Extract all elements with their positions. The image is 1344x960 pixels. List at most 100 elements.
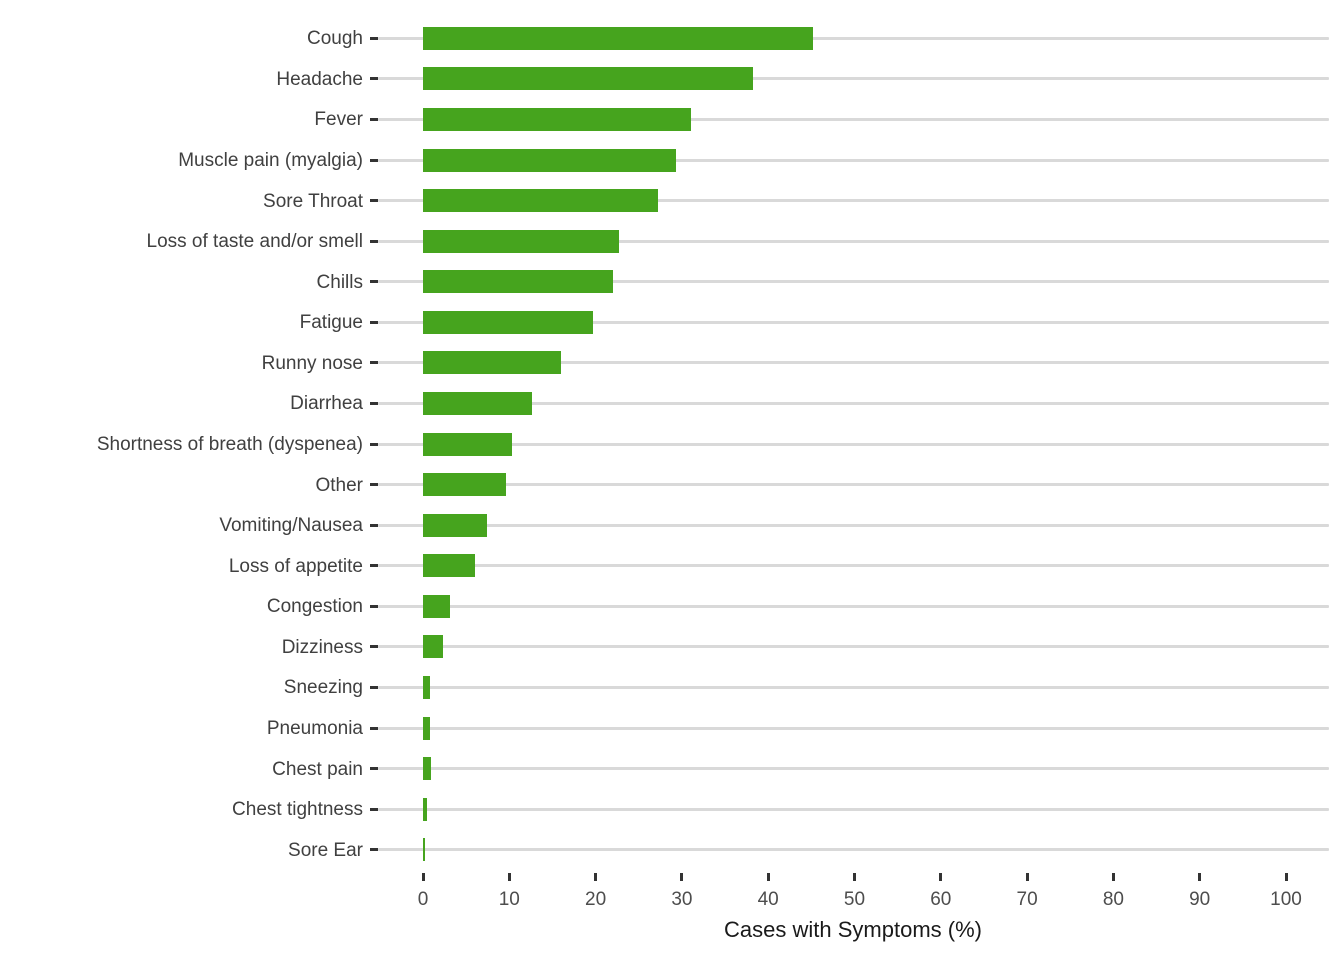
x-tick-label: 80 bbox=[1102, 889, 1124, 910]
gridline bbox=[378, 564, 1329, 568]
x-tick bbox=[507, 873, 511, 881]
y-tick bbox=[370, 239, 378, 243]
y-tick bbox=[370, 848, 378, 852]
x-tick bbox=[1025, 873, 1029, 881]
category-label: Congestion bbox=[266, 596, 363, 618]
category-label: Headache bbox=[276, 68, 363, 90]
x-tick bbox=[766, 873, 770, 881]
bar bbox=[423, 270, 613, 294]
x-tick bbox=[853, 873, 856, 881]
x-tick-label: 90 bbox=[1189, 889, 1211, 910]
gridline bbox=[378, 442, 1329, 446]
y-tick bbox=[370, 767, 378, 771]
category-label: Sore Ear bbox=[288, 839, 363, 861]
gridline bbox=[378, 645, 1329, 649]
gridline bbox=[378, 401, 1329, 405]
bar bbox=[423, 554, 475, 578]
category-label: Chills bbox=[316, 271, 363, 293]
gridline bbox=[378, 199, 1329, 203]
y-tick bbox=[370, 483, 378, 487]
gridline bbox=[378, 604, 1329, 608]
y-tick bbox=[370, 77, 378, 81]
y-tick bbox=[370, 604, 378, 608]
category-label: Muscle pain (myalgia) bbox=[178, 150, 363, 171]
x-axis-title: Cases with Symptoms (%) bbox=[724, 917, 982, 942]
y-tick bbox=[370, 564, 378, 568]
bar bbox=[423, 189, 658, 213]
gridline bbox=[378, 361, 1329, 365]
x-tick-label: 0 bbox=[417, 889, 429, 910]
gridline bbox=[378, 77, 1329, 81]
category-label: Loss of taste and/or smell bbox=[146, 231, 364, 253]
category-label: Loss of appetite bbox=[228, 555, 363, 577]
x-tick-label: 60 bbox=[930, 889, 952, 910]
category-label: Chest tightness bbox=[232, 799, 363, 821]
category-label: Cough bbox=[307, 28, 363, 50]
y-tick bbox=[370, 280, 378, 284]
category-label: Pneumonia bbox=[266, 718, 363, 739]
category-label: Other bbox=[315, 474, 363, 496]
category-label: Sore Throat bbox=[263, 190, 363, 212]
y-tick bbox=[370, 807, 378, 811]
bar bbox=[423, 797, 428, 821]
bar bbox=[423, 757, 431, 781]
bar bbox=[423, 594, 450, 618]
bar bbox=[423, 148, 676, 172]
gridline bbox=[378, 320, 1329, 324]
bar bbox=[423, 675, 430, 699]
x-tick bbox=[1284, 873, 1288, 881]
bar bbox=[423, 635, 443, 659]
gridline bbox=[378, 483, 1329, 487]
bar bbox=[423, 513, 487, 537]
x-tick-label: 20 bbox=[585, 889, 607, 910]
bar bbox=[423, 473, 506, 497]
x-tick bbox=[939, 873, 943, 881]
x-tick bbox=[421, 873, 425, 881]
y-tick bbox=[370, 36, 378, 40]
gridline bbox=[378, 726, 1329, 730]
gridline bbox=[378, 36, 1329, 40]
category-label: Sneezing bbox=[283, 677, 363, 699]
category-label: Dizziness bbox=[281, 636, 363, 658]
y-tick bbox=[370, 645, 378, 649]
x-tick-label: 10 bbox=[498, 889, 520, 910]
bar bbox=[423, 716, 430, 740]
bar bbox=[423, 229, 619, 253]
x-tick-label: 70 bbox=[1016, 889, 1038, 910]
y-tick bbox=[370, 158, 378, 162]
y-tick bbox=[370, 117, 378, 121]
x-tick-label: 40 bbox=[757, 889, 779, 910]
bar bbox=[423, 26, 814, 50]
gridline bbox=[378, 685, 1329, 689]
category-label: Diarrhea bbox=[290, 393, 363, 415]
category-label: Fatigue bbox=[299, 312, 363, 334]
gridline bbox=[378, 523, 1329, 527]
x-tick-label: 30 bbox=[671, 889, 693, 910]
gridline bbox=[378, 239, 1329, 243]
bar bbox=[423, 391, 532, 415]
bar bbox=[423, 67, 753, 91]
bar bbox=[423, 107, 691, 131]
category-label: Runny nose bbox=[261, 352, 363, 374]
gridline bbox=[378, 767, 1329, 771]
x-tick-label: 100 bbox=[1270, 889, 1302, 910]
gridline bbox=[378, 280, 1329, 284]
category-label: Fever bbox=[314, 109, 363, 131]
x-tick bbox=[594, 873, 598, 881]
y-tick bbox=[370, 199, 378, 203]
category-label: Vomiting/Nausea bbox=[219, 515, 363, 537]
bar bbox=[423, 351, 562, 375]
x-tick bbox=[1111, 873, 1115, 881]
bar bbox=[423, 310, 593, 334]
y-tick bbox=[370, 361, 378, 365]
category-label: Shortness of breath (dyspenea) bbox=[96, 434, 363, 455]
x-tick bbox=[680, 873, 684, 881]
y-tick bbox=[370, 523, 378, 527]
x-tick-label: 50 bbox=[843, 889, 866, 910]
y-tick bbox=[370, 320, 378, 324]
x-tick bbox=[1198, 873, 1202, 881]
y-tick bbox=[370, 401, 378, 405]
bar bbox=[423, 432, 512, 456]
gridline bbox=[378, 158, 1329, 162]
